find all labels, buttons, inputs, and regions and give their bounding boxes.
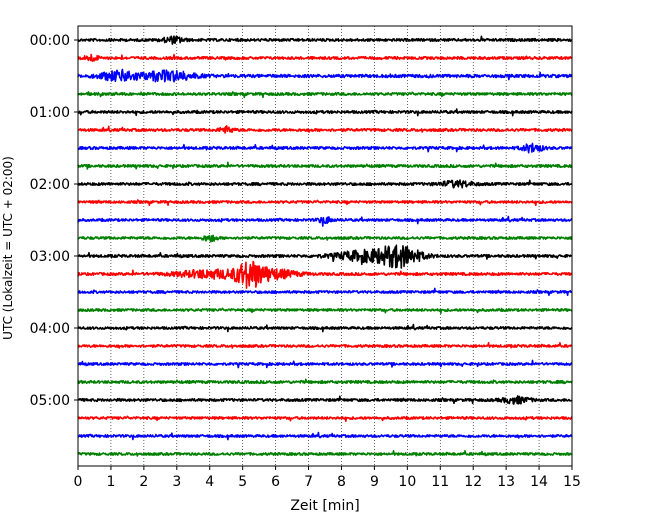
trace-0000 [77, 35, 573, 45]
x-tick-label: 13 [497, 474, 515, 490]
x-tick-label: 9 [370, 474, 379, 490]
trace-0030 [77, 68, 573, 83]
trace-0100 [77, 108, 573, 117]
trace-0215 [77, 199, 573, 207]
trace-layer [77, 35, 573, 457]
y-tick-label: 05:00 [30, 393, 70, 409]
trace-0445 [77, 378, 573, 385]
trace-0515 [77, 415, 573, 423]
x-tick-label: 5 [238, 474, 247, 490]
trace-0530 [77, 431, 573, 441]
trace-0545 [77, 450, 573, 457]
trace-0415 [77, 342, 573, 349]
x-tick-label: 11 [431, 474, 449, 490]
trace-0330 [77, 287, 573, 297]
trace-0430 [77, 359, 573, 369]
x-tick-label: 2 [139, 474, 148, 490]
trace-0200 [77, 179, 573, 189]
trace-0345 [77, 307, 573, 315]
y-tick-label: 03:00 [30, 249, 70, 265]
grid-layer [110, 26, 540, 466]
x-tick-label: 1 [106, 474, 115, 490]
x-tick-label: 7 [304, 474, 313, 490]
x-tick-label: 8 [337, 474, 346, 490]
trace-0045 [77, 91, 573, 99]
x-tick-label: 12 [464, 474, 482, 490]
y-axis-label: UTC (Lokalzeit = UTC + 02:00) [1, 156, 15, 340]
y-axis-ticks: 00:00 01:00 02:00 03:00 04:00 05:00 [30, 33, 78, 409]
trace-0400 [77, 323, 573, 333]
x-tick-label: 4 [205, 474, 214, 490]
trace-0230 [77, 215, 573, 227]
trace-0500 [77, 395, 573, 405]
trace-0300 [77, 244, 573, 269]
x-axis-ticks: 0 1 2 3 4 5 6 7 8 9 10 11 12 13 14 15 [74, 466, 581, 490]
y-tick-label: 01:00 [30, 105, 70, 121]
x-axis-label: Zeit [min] [290, 498, 359, 514]
y-tick-label: 04:00 [30, 321, 70, 337]
x-tick-label: 14 [530, 474, 548, 490]
x-tick-label: 0 [74, 474, 83, 490]
trace-0315 [77, 260, 573, 289]
y-tick-label: 00:00 [30, 33, 70, 49]
trace-0015 [77, 53, 573, 62]
plot-frame [77, 25, 573, 467]
trace-0245 [77, 234, 573, 243]
x-tick-label: 10 [398, 474, 416, 490]
trace-0130 [77, 142, 573, 154]
x-tick-label: 6 [271, 474, 280, 490]
trace-0115 [77, 125, 573, 134]
x-tick-label: 3 [172, 474, 181, 490]
trace-0145 [77, 161, 573, 170]
y-tick-label: 02:00 [30, 177, 70, 193]
x-tick-label: 15 [563, 474, 581, 490]
